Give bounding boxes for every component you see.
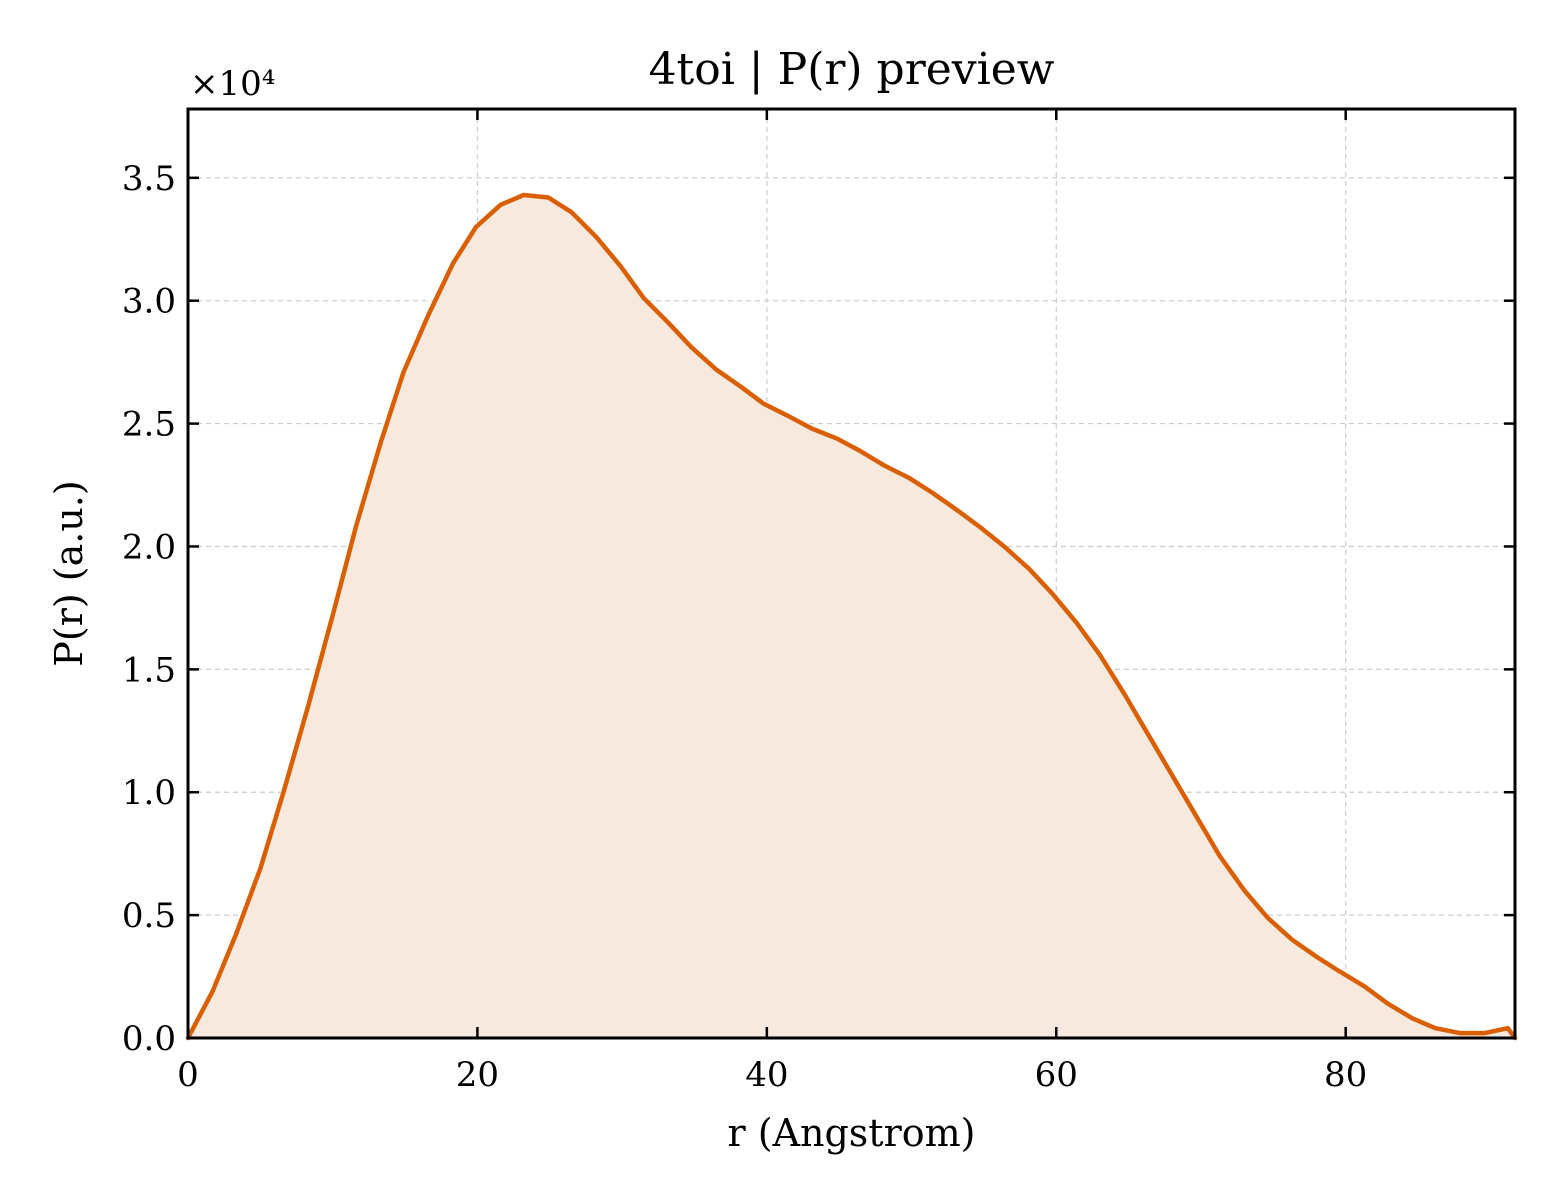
x-tick-label: 0 <box>177 1055 199 1095</box>
axis-ticks: 0 20 40 60 80 0.0 0.5 1.0 1.5 2.0 2.5 3.0 3.5 <box>122 109 1515 1095</box>
y-tick-label: 3.5 <box>122 159 176 199</box>
x-tick-label: 20 <box>456 1055 499 1095</box>
y-tick-label: 2.0 <box>122 527 176 567</box>
y-tick-label: 2.5 <box>122 405 176 445</box>
chart-title: 4toi | P(r) preview <box>649 44 1055 95</box>
y-axis-offset-label: ×10⁴ <box>190 64 275 104</box>
x-tick-label: 80 <box>1324 1055 1367 1095</box>
y-tick-label: 1.5 <box>122 650 176 690</box>
x-axis-label: r (Angstrom) <box>728 1111 976 1155</box>
series-line <box>185 192 1518 1041</box>
x-tick-label: 40 <box>745 1055 788 1095</box>
plot-frame <box>186 107 1517 1040</box>
y-tick-label: 0.5 <box>122 896 176 936</box>
y-axis-label: P(r) (a.u.) <box>47 480 91 666</box>
y-tick-label: 1.0 <box>122 773 176 813</box>
x-tick-label: 60 <box>1035 1055 1078 1095</box>
y-tick-label: 0.0 <box>122 1019 176 1059</box>
y-tick-label: 3.0 <box>122 282 176 322</box>
series-area-fill <box>188 195 1515 1038</box>
